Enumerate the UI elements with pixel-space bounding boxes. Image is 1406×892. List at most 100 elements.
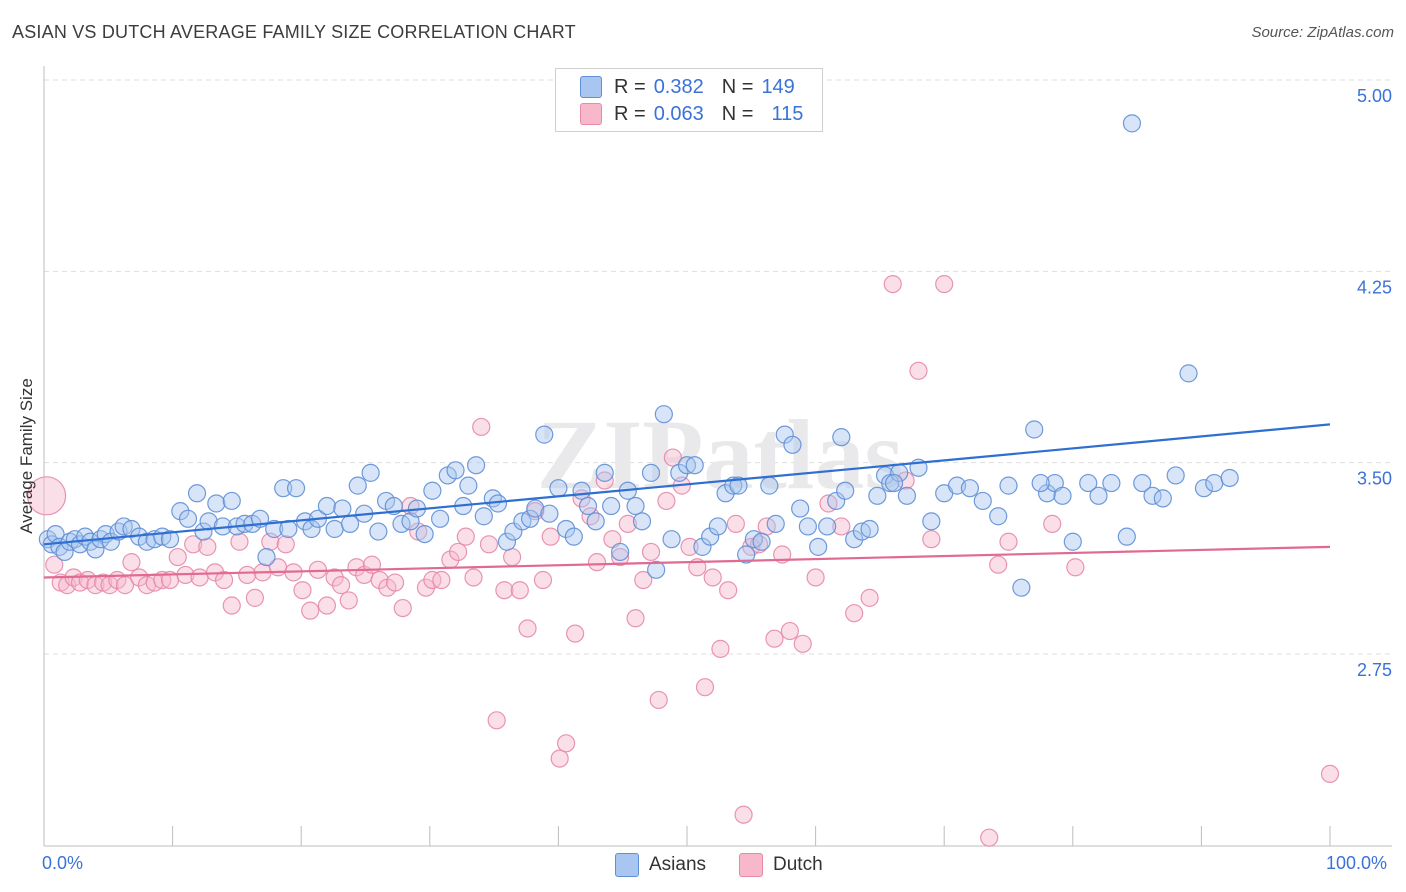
asian-point [415,524,434,544]
dutch-trend-line [43,545,1331,579]
dutch-point [190,568,209,587]
dutch-point [45,555,64,574]
y-tick-label: 4.25 [1357,277,1392,297]
x-tick-label-max: 100.0% [1326,853,1388,873]
asian-point [632,512,652,531]
dutch-point [456,527,475,546]
dutch-point [734,805,753,824]
n-label: N = [721,102,754,125]
dutch-point [726,514,745,533]
asian-point [340,514,360,533]
dutch-point [487,711,506,730]
asian-point [207,494,226,513]
y-tick-label: 3.50 [1357,469,1392,489]
asian-point [999,476,1018,495]
asian-point [549,479,568,498]
dutch-point [765,629,784,648]
y-axis-label: Average Family Size [17,378,36,534]
asian-point [960,479,980,498]
dutch-point [611,547,630,567]
dutch-point [618,514,637,533]
dutch-point [595,471,614,490]
dutch-point [999,532,1018,551]
asian-point [459,476,478,495]
asian-point [535,425,554,444]
y-tick-label: 5.00 [1357,86,1392,106]
asian-point [1205,473,1224,493]
asian-point [86,540,105,559]
asian-point [845,530,864,549]
asian-point [1153,489,1172,508]
dutch-point [184,535,203,554]
dutch-point [245,588,265,607]
asian-point [670,463,689,482]
dutch-point [432,570,451,590]
asian-point [1037,484,1057,503]
asian-point [1179,364,1198,383]
asian-point [286,479,306,498]
asian-point [1166,466,1185,485]
asian-point [222,491,241,511]
asian-point [701,527,720,546]
asian-point [1220,468,1239,488]
asian-point [586,512,605,531]
dutch-point [472,417,491,437]
dutch-point [845,604,864,623]
dutch-point [293,581,312,600]
watermark-text: ZIPatlas [537,399,904,510]
dutch-point [663,448,682,467]
dutch-point [331,576,351,595]
asian-point [1031,473,1050,493]
dutch-point [626,609,645,628]
asian-point [897,486,917,505]
dutch-point [122,553,141,572]
dutch-point [1066,558,1085,577]
dutch-legend-swatch [739,853,763,877]
dutch-point [780,621,799,641]
r-value: 0.063 [653,102,704,125]
asian-point [654,405,673,424]
asians-legend-swatch [615,853,639,877]
dutch-point [989,555,1008,574]
asian-point [1089,486,1108,505]
asian-point [626,496,645,516]
asian-point [122,519,141,539]
watermark: ZIPatlas [537,399,904,510]
asian-point [647,560,666,579]
asian-point [497,532,517,551]
asian-point [423,481,442,500]
asian-point [369,522,388,541]
legend-row-dutch: R = 0.063 N = 115 [580,101,803,127]
asians-swatch [580,76,602,98]
asian-point [466,456,486,475]
dutch-point [317,596,337,615]
asian-point [1063,532,1082,551]
asian-point [973,491,992,511]
dutch-point [587,553,607,572]
asian-point [194,522,213,541]
asian-point [760,476,779,495]
dutch-point [385,573,405,592]
asian-point [526,499,545,518]
asian-point [1053,486,1072,505]
dutch-point [503,547,522,567]
y-tick-labels: 2.75 3.50 4.25 5.00 [1357,86,1392,680]
asian-point [729,476,748,495]
asian-point [317,496,337,516]
chart-title: ASIAN VS DUTCH AVERAGE FAMILY SIZE CORRE… [12,22,576,42]
dutch-point [657,491,676,511]
dutch-swatch [580,103,602,125]
trend-lines [43,423,1331,579]
asian-point [578,496,598,516]
asian-point [265,519,284,539]
asian-point [752,532,771,551]
dutch-point [719,581,738,600]
asian-point [693,537,712,556]
r-label: R = [614,102,646,125]
dutch-point [510,581,529,600]
asian-point [504,522,523,541]
dutch-point [557,734,576,753]
asian-point [521,509,540,528]
asian-point [430,509,450,528]
